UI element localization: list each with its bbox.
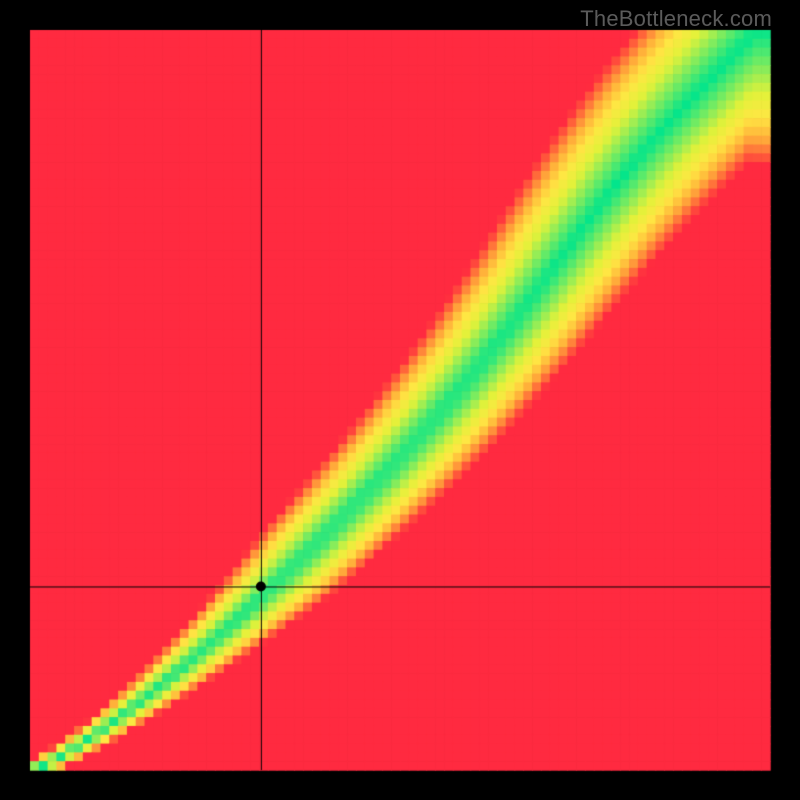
watermark-text: TheBottleneck.com [580,6,772,32]
bottleneck-heatmap [0,0,800,800]
chart-container: TheBottleneck.com [0,0,800,800]
